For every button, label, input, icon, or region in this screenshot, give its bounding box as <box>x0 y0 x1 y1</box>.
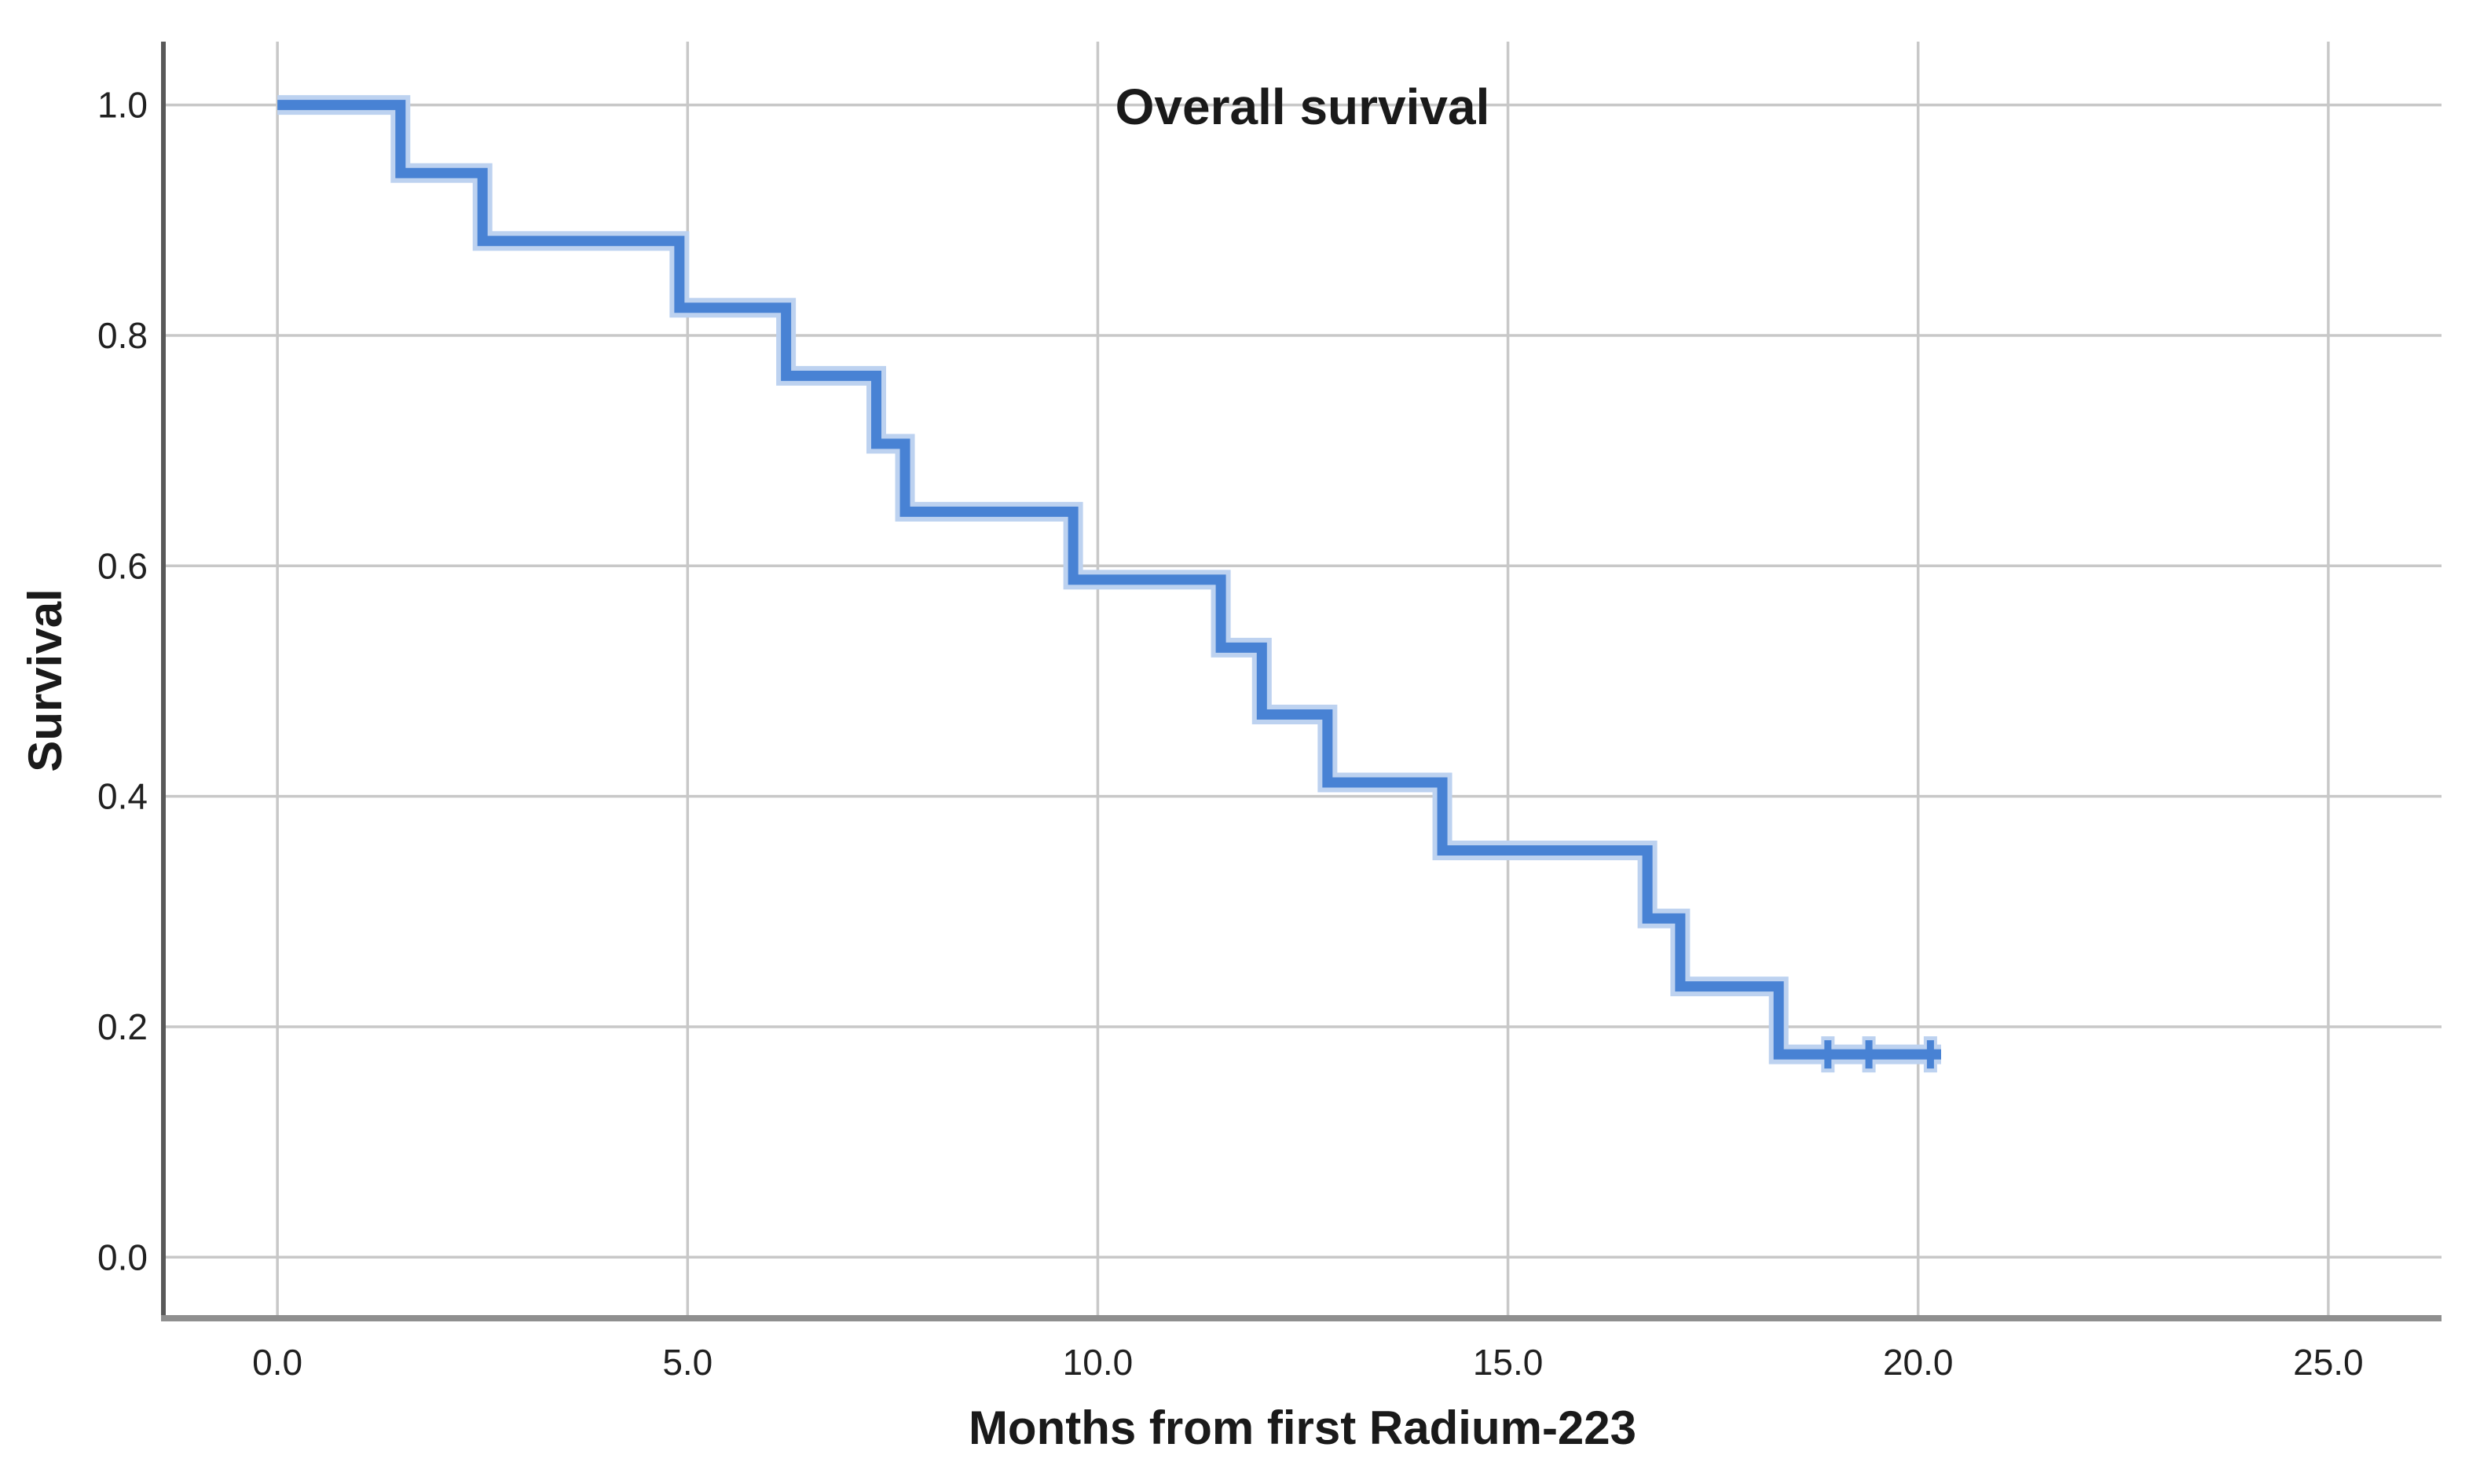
x-tick-label: 15.0 <box>1473 1342 1544 1383</box>
chart-title: Overall survival <box>1115 79 1490 135</box>
gridlines <box>163 42 2442 1318</box>
x-tick-label: 5.0 <box>662 1342 712 1383</box>
y-tick-label: 0.8 <box>97 315 148 356</box>
tick-labels: 0.0 5.0 10.0 15.0 20.0 25.0 1.0 0.8 0.6 0.4 0.2 0.0 <box>97 85 2364 1383</box>
survival-curve <box>277 100 1941 1060</box>
y-tick-label: 0.4 <box>97 776 148 817</box>
x-axis-title: Months from first Radium-223 <box>969 1402 1636 1454</box>
survival-curve-layer <box>277 95 1941 1073</box>
y-tick-label: 0.2 <box>97 1006 148 1047</box>
axis-frame <box>161 42 2442 1321</box>
x-tick-label: 10.0 <box>1063 1342 1134 1383</box>
y-tick-label: 1.0 <box>97 85 148 126</box>
x-tick-label: 25.0 <box>2293 1342 2364 1383</box>
y-tick-label: 0.0 <box>97 1237 148 1277</box>
y-axis-title: Survival <box>19 588 71 771</box>
x-tick-label: 0.0 <box>252 1342 302 1383</box>
x-tick-label: 20.0 <box>1883 1342 1954 1383</box>
y-tick-label: 0.6 <box>97 545 148 586</box>
